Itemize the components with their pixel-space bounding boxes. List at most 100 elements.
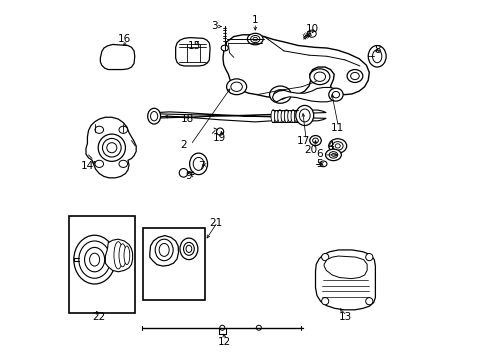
Ellipse shape <box>372 50 381 63</box>
Ellipse shape <box>269 86 290 103</box>
Ellipse shape <box>313 72 325 81</box>
Ellipse shape <box>274 111 278 122</box>
Ellipse shape <box>287 111 291 122</box>
Circle shape <box>216 128 223 135</box>
Text: 10: 10 <box>305 24 319 35</box>
Ellipse shape <box>95 160 103 167</box>
Ellipse shape <box>319 161 326 167</box>
Polygon shape <box>105 239 132 272</box>
Ellipse shape <box>221 45 228 51</box>
Polygon shape <box>272 87 339 102</box>
Ellipse shape <box>328 152 337 158</box>
Ellipse shape <box>79 241 110 278</box>
Ellipse shape <box>312 138 318 143</box>
Ellipse shape <box>299 109 309 122</box>
Ellipse shape <box>277 110 282 123</box>
Circle shape <box>321 298 328 305</box>
Circle shape <box>219 325 224 330</box>
Polygon shape <box>86 117 136 178</box>
Text: 5: 5 <box>316 159 323 169</box>
Ellipse shape <box>230 82 242 91</box>
Ellipse shape <box>150 112 158 121</box>
Ellipse shape <box>332 141 343 150</box>
Text: 13: 13 <box>338 312 351 322</box>
Ellipse shape <box>183 242 194 255</box>
Text: 14: 14 <box>81 161 94 171</box>
Ellipse shape <box>119 126 127 134</box>
Ellipse shape <box>95 126 103 134</box>
Text: 7: 7 <box>198 161 204 171</box>
Polygon shape <box>149 235 178 266</box>
Ellipse shape <box>89 253 100 266</box>
Circle shape <box>365 253 372 261</box>
Circle shape <box>106 143 117 153</box>
Text: 1: 1 <box>251 15 258 26</box>
Text: 8: 8 <box>373 45 380 55</box>
Text: 4: 4 <box>326 141 333 151</box>
Ellipse shape <box>193 157 203 170</box>
Ellipse shape <box>335 144 340 148</box>
Ellipse shape <box>290 110 295 123</box>
Ellipse shape <box>346 69 362 82</box>
Text: 18: 18 <box>180 114 193 124</box>
Ellipse shape <box>284 110 288 123</box>
Ellipse shape <box>159 243 169 256</box>
Text: 11: 11 <box>330 123 344 133</box>
Ellipse shape <box>179 168 187 177</box>
Ellipse shape <box>147 108 160 124</box>
Circle shape <box>256 325 261 330</box>
Ellipse shape <box>74 235 115 284</box>
Ellipse shape <box>294 111 298 122</box>
Text: 9: 9 <box>185 171 192 181</box>
Ellipse shape <box>325 149 341 161</box>
Ellipse shape <box>273 90 286 100</box>
Text: 17: 17 <box>296 136 310 145</box>
Polygon shape <box>150 110 325 122</box>
Ellipse shape <box>367 45 386 67</box>
Ellipse shape <box>307 30 316 37</box>
Polygon shape <box>175 38 210 66</box>
Ellipse shape <box>250 36 260 42</box>
Circle shape <box>365 298 372 305</box>
Text: 6: 6 <box>315 149 322 159</box>
Ellipse shape <box>309 135 321 145</box>
Bar <box>69 216 135 313</box>
Circle shape <box>102 138 121 157</box>
Text: 12: 12 <box>218 337 231 347</box>
Ellipse shape <box>124 246 129 265</box>
Ellipse shape <box>185 245 191 252</box>
Bar <box>143 228 204 300</box>
Ellipse shape <box>119 244 126 267</box>
Ellipse shape <box>350 72 359 80</box>
Ellipse shape <box>226 79 246 95</box>
Ellipse shape <box>180 238 198 260</box>
Ellipse shape <box>119 160 127 167</box>
Ellipse shape <box>247 33 263 45</box>
Ellipse shape <box>328 139 346 153</box>
Text: 20: 20 <box>304 145 317 155</box>
Ellipse shape <box>155 239 173 261</box>
Ellipse shape <box>331 153 335 156</box>
Ellipse shape <box>114 242 122 269</box>
Polygon shape <box>223 35 368 98</box>
Ellipse shape <box>270 110 275 123</box>
Polygon shape <box>100 44 135 69</box>
Ellipse shape <box>281 111 285 122</box>
Ellipse shape <box>328 88 343 101</box>
Polygon shape <box>324 256 366 279</box>
Ellipse shape <box>84 247 104 272</box>
Text: 16: 16 <box>118 35 131 44</box>
Ellipse shape <box>253 37 257 41</box>
Text: 22: 22 <box>92 312 106 322</box>
Circle shape <box>98 134 125 161</box>
Text: 19: 19 <box>212 133 225 143</box>
Ellipse shape <box>189 153 207 175</box>
Ellipse shape <box>309 69 329 85</box>
Ellipse shape <box>295 105 313 126</box>
Text: 15: 15 <box>187 41 201 50</box>
Text: 3: 3 <box>210 21 217 31</box>
Circle shape <box>321 253 328 261</box>
Ellipse shape <box>332 91 339 98</box>
Polygon shape <box>315 250 375 310</box>
Text: 21: 21 <box>209 218 222 228</box>
